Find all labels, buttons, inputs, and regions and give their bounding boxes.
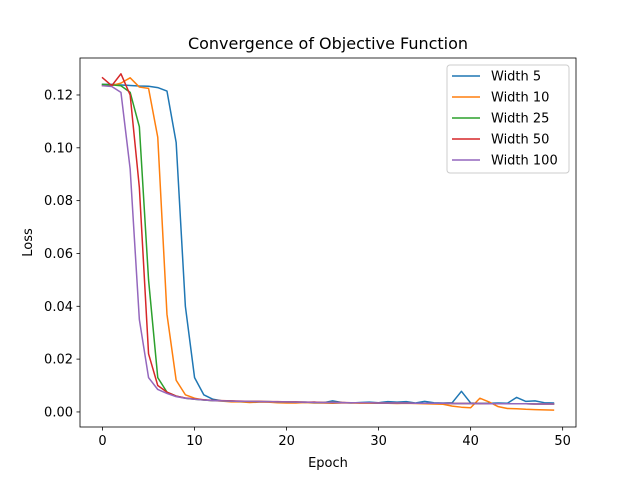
y-axis: 0.00 0.02 0.04 0.06 0.08 0.10 0.12 <box>44 88 80 420</box>
x-tick-label: 20 <box>278 434 295 449</box>
x-axis-label: Epoch <box>308 456 348 471</box>
x-tick-label: 40 <box>462 434 479 449</box>
y-tick-label: 0.00 <box>44 405 73 420</box>
series-line-width-100 <box>101 84 555 405</box>
legend-label: Width 50 <box>491 133 549 148</box>
y-tick-label: 0.12 <box>44 88 73 103</box>
y-axis-label: Loss <box>21 228 36 257</box>
y-tick-label: 0.08 <box>44 194 73 209</box>
x-tick-label: 0 <box>98 434 106 449</box>
y-tick-label: 0.02 <box>44 353 73 368</box>
legend-box <box>446 64 570 174</box>
x-axis: 0 10 20 30 40 50 <box>98 427 571 449</box>
x-tick-label: 30 <box>370 434 387 449</box>
legend-items: Width 5 Width 10 Width 25 Width 50 Width 100 <box>452 70 558 169</box>
legend: Width 5 Width 10 Width 25 Width 50 Width 100 <box>446 64 570 174</box>
legend-label: Width 5 <box>491 70 541 85</box>
legend-label: Width 100 <box>491 154 558 169</box>
x-tick-label: 10 <box>186 434 203 449</box>
y-tick-label: 0.04 <box>44 300 73 315</box>
y-tick-label: 0.06 <box>44 247 73 262</box>
series-layer <box>101 73 555 411</box>
legend-label: Width 25 <box>491 112 549 127</box>
legend-label: Width 10 <box>491 91 549 106</box>
chart-title: Convergence of Objective Function <box>188 34 468 53</box>
plot-frame <box>79 57 577 428</box>
x-tick-label: 50 <box>554 434 571 449</box>
y-tick-label: 0.10 <box>44 141 73 156</box>
